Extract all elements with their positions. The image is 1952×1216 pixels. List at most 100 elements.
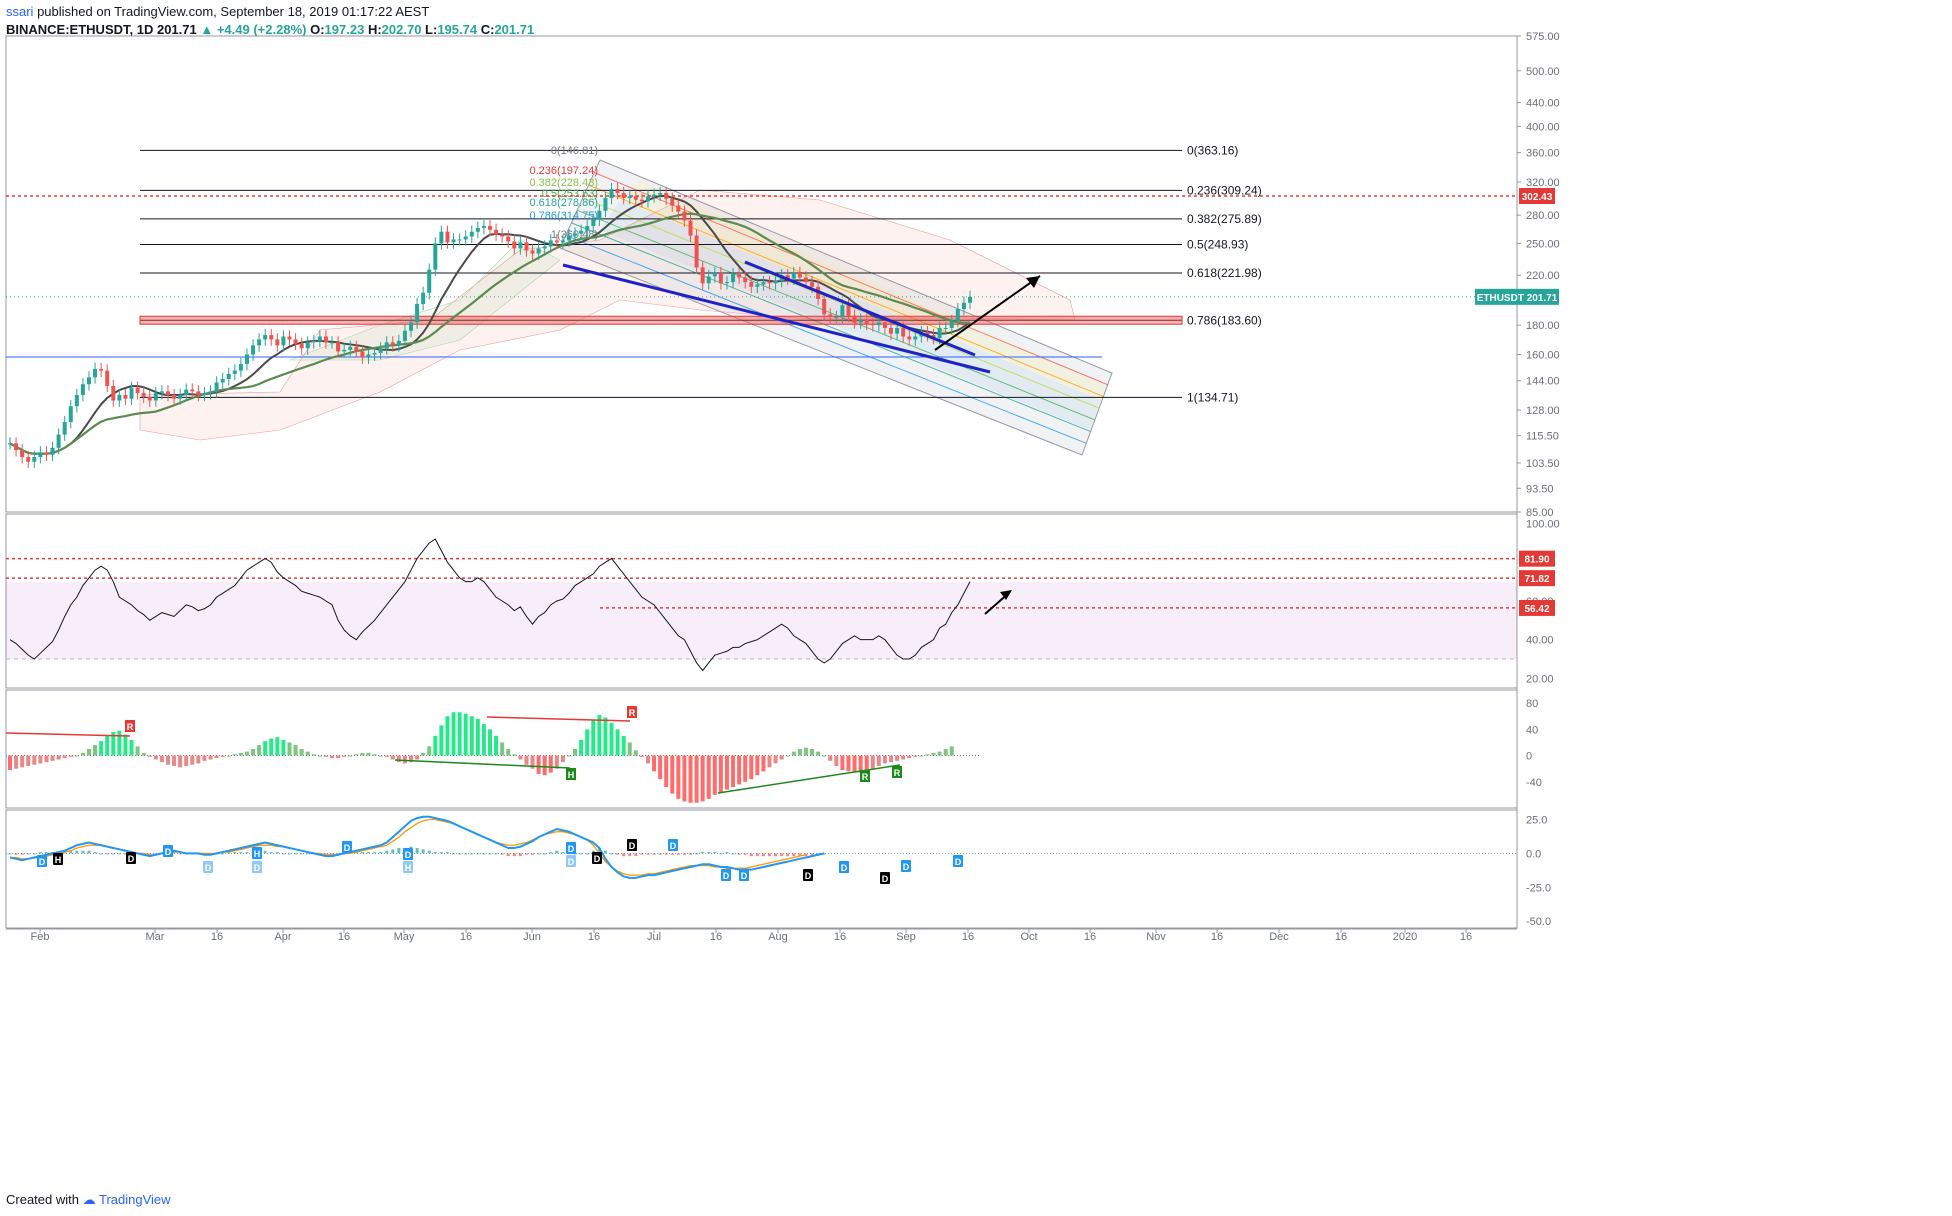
momentum-bar bbox=[731, 755, 736, 788]
price-axis-label: 160.00 bbox=[1526, 350, 1560, 362]
candle-body bbox=[700, 267, 705, 284]
macd-marker-label: D bbox=[723, 871, 730, 881]
macd-hist-bar bbox=[111, 853, 115, 855]
momentum-bar bbox=[226, 755, 231, 757]
momentum-bar bbox=[384, 755, 389, 757]
candle-body bbox=[433, 243, 438, 270]
candle-body bbox=[232, 370, 237, 374]
momentum-bar bbox=[645, 755, 650, 764]
price-axis-label: 440.00 bbox=[1526, 98, 1560, 110]
macd-hist-bar bbox=[658, 853, 662, 855]
candle-body bbox=[488, 226, 492, 230]
candle-body bbox=[159, 391, 164, 394]
candle-body bbox=[895, 327, 900, 334]
macd-hist-bar bbox=[494, 853, 498, 855]
price-axis-label: 400.00 bbox=[1526, 121, 1560, 133]
macd-hist-bar bbox=[379, 852, 383, 854]
momentum-bar bbox=[220, 755, 225, 757]
price-tag bbox=[1475, 288, 1559, 305]
macd-divergence-marker bbox=[252, 847, 262, 859]
red-level-tag bbox=[1519, 187, 1555, 204]
macd-hist-bar bbox=[597, 847, 601, 854]
momentum-bar bbox=[494, 735, 499, 756]
macd-line bbox=[9, 815, 825, 879]
momentum-bar bbox=[609, 722, 614, 756]
momentum-bar bbox=[882, 755, 887, 764]
candle-body bbox=[105, 370, 110, 386]
momentum-bar bbox=[573, 749, 578, 756]
macd-hist-bar bbox=[719, 853, 723, 855]
candle-body bbox=[38, 452, 43, 458]
candle-body bbox=[214, 382, 219, 392]
macd-hist-bar bbox=[69, 850, 73, 854]
candle-body bbox=[342, 349, 347, 352]
momentum-bar bbox=[749, 755, 754, 780]
momentum-bar bbox=[943, 749, 948, 756]
low-label: L: bbox=[425, 22, 438, 37]
candle-body bbox=[773, 280, 778, 284]
macd-hist-bar bbox=[385, 850, 389, 854]
momentum-bar bbox=[761, 755, 766, 772]
macd-hist-bar bbox=[482, 853, 486, 855]
candle-body bbox=[226, 373, 231, 380]
momentum-bar bbox=[652, 755, 657, 772]
candle-body bbox=[907, 336, 912, 340]
macd-hist-bar bbox=[610, 853, 614, 855]
candle-body bbox=[943, 327, 948, 329]
momentum-bar bbox=[342, 755, 347, 757]
macd-hist-bar bbox=[458, 853, 462, 855]
symbol-name[interactable]: BINANCE:ETHUSDT, 1D bbox=[6, 22, 154, 37]
x-tick-label: 16 bbox=[338, 931, 350, 943]
candle-body bbox=[724, 282, 729, 284]
momentum-bar bbox=[32, 755, 37, 765]
candle-body bbox=[281, 336, 286, 346]
macd-hist-bar bbox=[780, 853, 784, 857]
candle-body bbox=[797, 272, 802, 278]
macd-hist-bar bbox=[701, 852, 705, 854]
macd-hist-bar bbox=[99, 853, 103, 855]
candle-body bbox=[141, 393, 146, 397]
footer: Created with ☁ TradingView bbox=[6, 1192, 171, 1208]
candle-body bbox=[445, 231, 450, 243]
candle-body bbox=[415, 303, 420, 323]
momentum-bar bbox=[895, 755, 900, 761]
momentum-bar bbox=[864, 755, 869, 772]
candle-body bbox=[390, 342, 395, 346]
momentum-bar bbox=[931, 752, 936, 756]
candle-body bbox=[518, 242, 523, 249]
x-tick-label: Jul bbox=[647, 931, 661, 943]
candle-body bbox=[409, 322, 414, 331]
momentum-bar bbox=[117, 730, 122, 756]
momentum-bar bbox=[542, 755, 547, 776]
momentum-bar bbox=[8, 755, 12, 770]
momentum-bar bbox=[269, 738, 274, 756]
macd-hist-bar bbox=[452, 853, 456, 855]
candle-body bbox=[62, 422, 67, 435]
momentum-bar bbox=[68, 755, 73, 757]
macd-hist-bar bbox=[707, 852, 711, 854]
momentum-bar bbox=[378, 755, 383, 757]
momentum-bar bbox=[724, 755, 729, 790]
momentum-bar bbox=[257, 745, 262, 756]
momentum-bar bbox=[858, 755, 863, 773]
macd-divergence-marker bbox=[566, 842, 576, 854]
macd-divergence-marker bbox=[839, 861, 849, 873]
candle-body bbox=[32, 457, 37, 462]
candle-body bbox=[828, 314, 833, 318]
macd-marker-label: D bbox=[254, 863, 261, 873]
candle-body bbox=[427, 269, 432, 293]
momentum-bar bbox=[682, 755, 687, 802]
macd-hist-bar bbox=[518, 853, 522, 857]
candle-body bbox=[682, 211, 687, 221]
author-link[interactable]: ssari bbox=[6, 4, 34, 19]
x-tick-label: Jun bbox=[523, 931, 541, 943]
tradingview-link[interactable]: TradingView bbox=[99, 1192, 171, 1207]
candle-body bbox=[354, 346, 359, 352]
macd-hist-bar bbox=[123, 853, 127, 855]
created-with-text: Created with bbox=[6, 1192, 79, 1207]
candle-body bbox=[190, 389, 195, 392]
panel-frame-2 bbox=[5, 689, 1518, 809]
momentum-bar bbox=[445, 716, 450, 756]
momentum-bar bbox=[390, 755, 395, 760]
